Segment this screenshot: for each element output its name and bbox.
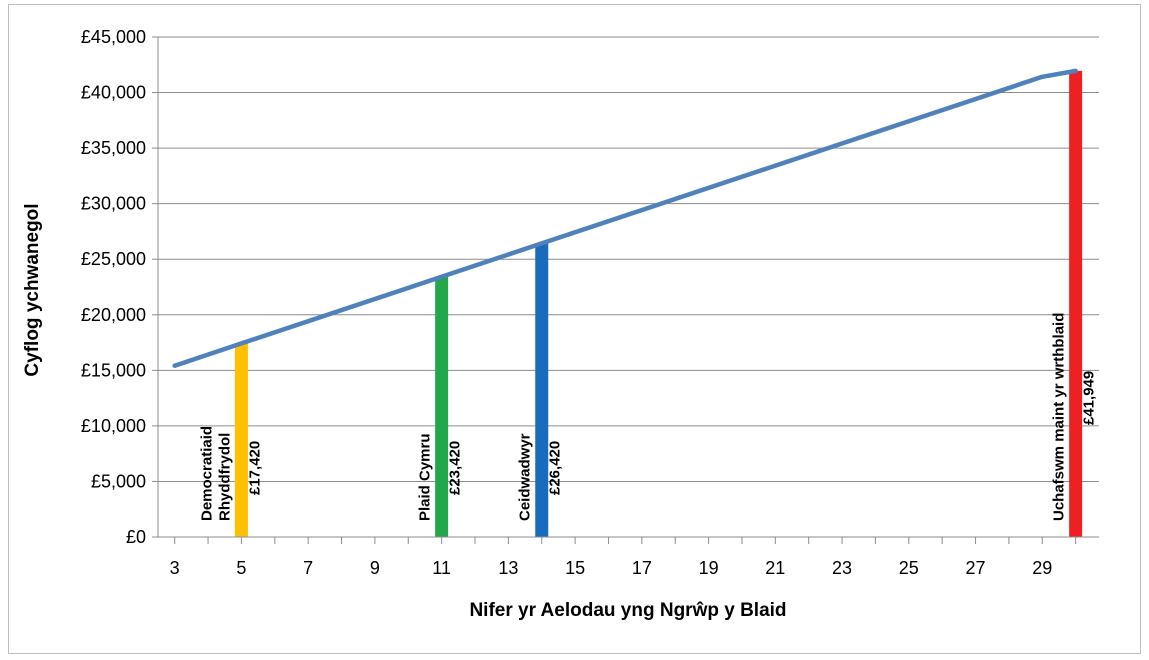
bar-name-label: Uchafswm maint yr wrthblaid bbox=[1051, 313, 1068, 521]
x-tick-label: 25 bbox=[899, 558, 919, 578]
x-tick-label: 7 bbox=[303, 558, 313, 578]
y-tick-label: £5,000 bbox=[91, 471, 146, 491]
y-tick-label: £35,000 bbox=[81, 138, 146, 158]
chart-frame bbox=[8, 4, 1141, 654]
y-tick-label: £0 bbox=[126, 527, 146, 547]
y-tick-label: £45,000 bbox=[81, 27, 146, 47]
bar-name-label: Rhyddfrydol bbox=[216, 433, 233, 521]
y-tick-label: £30,000 bbox=[81, 194, 146, 214]
y-tick-label: £40,000 bbox=[81, 83, 146, 103]
axes: £0 £5,000 £10,000 £15,000 £20,000 £25,000 £30,… bbox=[81, 27, 1099, 578]
x-tick-label: 21 bbox=[765, 558, 785, 578]
series-line bbox=[172, 68, 1078, 368]
y-tick-label: £25,000 bbox=[81, 249, 146, 269]
grid-lines bbox=[158, 36, 1099, 482]
x-tick-label: 3 bbox=[170, 558, 180, 578]
bar-labels: Democratiaid Rhyddfrydol £17,420 Plaid Cymr… bbox=[198, 313, 1097, 521]
y-axis-title: Cyflog ychwanegol bbox=[22, 203, 43, 376]
x-tick-label: 11 bbox=[432, 558, 451, 578]
bar-name-label: Ceidwadwyr bbox=[517, 433, 534, 521]
y-tick-label: £20,000 bbox=[81, 305, 146, 325]
bar bbox=[1069, 70, 1083, 538]
x-axis-title: Nifer yr Aelodau yng Ngrŵp y Blaid bbox=[469, 600, 786, 621]
bar bbox=[535, 243, 549, 537]
x-tick-label: 29 bbox=[1032, 558, 1052, 578]
x-tick-label: 19 bbox=[699, 558, 719, 578]
bar-value-label: £23,420 bbox=[447, 441, 464, 495]
bar-value-label: £17,420 bbox=[246, 441, 263, 495]
bar-name-label: Plaid Cymru bbox=[417, 433, 434, 521]
y-tick-label: £15,000 bbox=[81, 360, 146, 380]
bar bbox=[435, 276, 449, 537]
x-tick-label: 5 bbox=[236, 558, 246, 578]
bars-layer bbox=[234, 70, 1083, 538]
bar-name-label: Democratiaid bbox=[198, 426, 215, 521]
x-tick-label: 15 bbox=[565, 558, 585, 578]
bar-value-label: £41,949 bbox=[1081, 371, 1098, 425]
x-tick-label: 13 bbox=[498, 558, 518, 578]
bar-value-label: £26,420 bbox=[547, 441, 564, 495]
bar bbox=[234, 343, 248, 537]
x-tick-label: 17 bbox=[632, 558, 652, 578]
series-layer bbox=[172, 68, 1078, 368]
x-tick-label: 23 bbox=[832, 558, 852, 578]
y-tick-label: £10,000 bbox=[81, 416, 146, 436]
x-tick-label: 27 bbox=[966, 558, 986, 578]
x-tick-label: 9 bbox=[370, 558, 380, 578]
